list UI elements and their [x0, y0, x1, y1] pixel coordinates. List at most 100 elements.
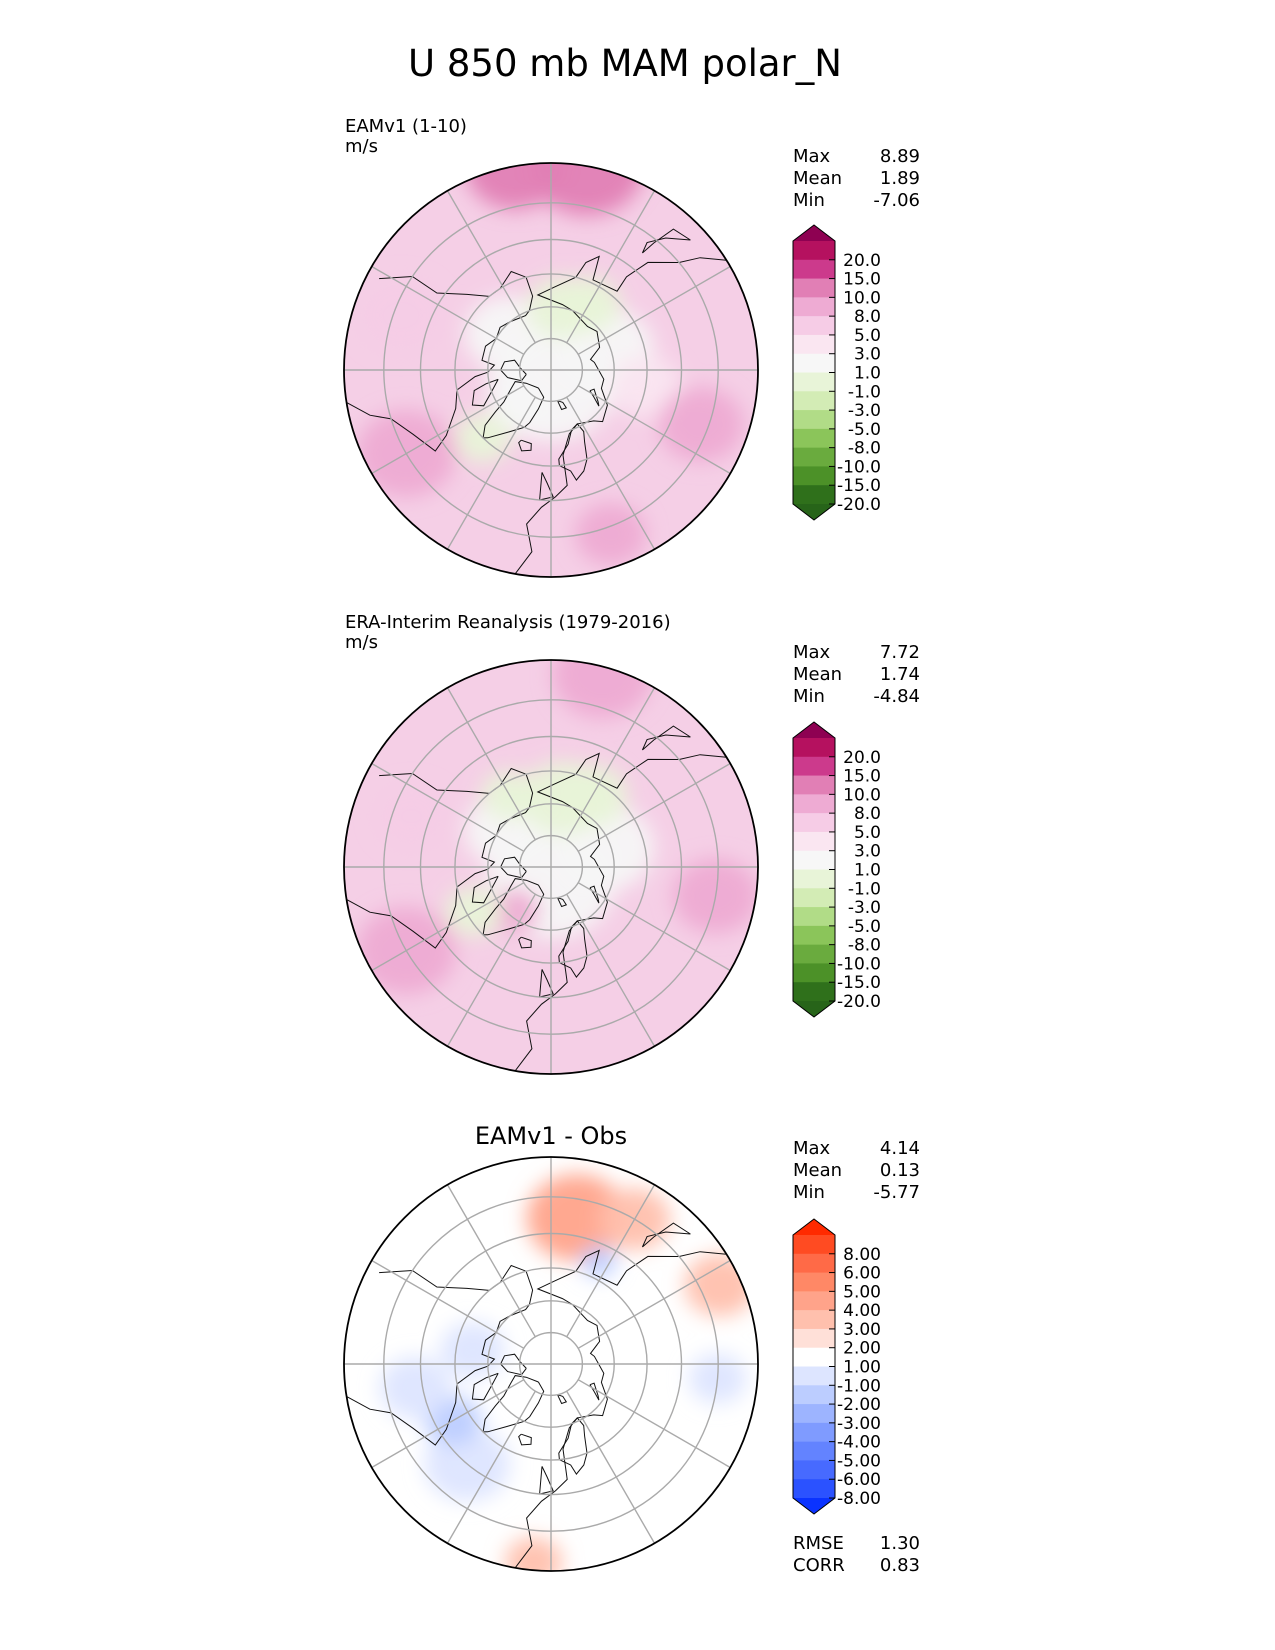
colorbar-tick-label: -1.00: [837, 1376, 881, 1396]
colorbar-tick-label: 8.0: [854, 307, 881, 327]
colorbar-tick-label: 3.0: [854, 345, 881, 365]
colorbar-tick-label: -6.00: [837, 1470, 881, 1490]
metric-corr-label: CORR: [793, 1555, 845, 1576]
uk-coast: [539, 1466, 554, 1495]
iceland-coast: [518, 1433, 532, 1446]
colorbar-tick-label: 1.00: [843, 1358, 881, 1378]
colorbar-segment: [793, 982, 835, 1002]
figure-title: U 850 mb MAM polar_N: [408, 42, 842, 85]
meridian-gridline: [446, 687, 536, 841]
colorbar-segment: [793, 316, 835, 336]
colorbar-tick-label: -8.0: [848, 439, 881, 459]
colorbar-tick-label: -15.0: [837, 973, 881, 993]
colorbar-tick-label: -8.0: [848, 936, 881, 956]
meridian-gridline: [371, 385, 525, 475]
panel-reference-colorbar: 20.015.010.08.05.03.01.0-1.0-3.0-5.0-8.0…: [792, 721, 881, 1018]
eurasia-coast: [514, 1249, 727, 1569]
colorbar-tick-label: -15.0: [837, 476, 881, 496]
uk-coast: [539, 969, 554, 998]
colorbar-bottom-extension: [793, 1498, 835, 1514]
colorbar-segment: [793, 1366, 835, 1386]
stat-mean-label: Mean: [793, 1160, 842, 1181]
colorbar-tick-label: 8.0: [854, 804, 881, 824]
colorbar-segment: [793, 1235, 835, 1255]
meridian-gridline: [446, 893, 536, 1047]
field-patch: [658, 387, 744, 462]
colorbar-segment: [793, 241, 835, 261]
colorbar-segment: [793, 428, 835, 449]
meridian-gridline: [577, 882, 731, 972]
colorbar-tick-label: 15.0: [843, 270, 881, 290]
colorbar-segment: [793, 447, 835, 467]
metric-rmse-value: 1.30: [880, 1533, 920, 1554]
map-border: [343, 1156, 759, 1572]
colorbar-tick-label: 3.0: [854, 842, 881, 862]
novaya-zemlya-coast: [589, 885, 600, 904]
colorbar-segment: [793, 353, 835, 373]
arctic-archipelago-coast: [500, 856, 527, 879]
meridian-gridline: [566, 1390, 656, 1544]
colorbar-tick-label: -5.0: [848, 917, 881, 937]
meridian-gridline: [566, 1184, 656, 1338]
colorbar-tick-label: 3.00: [843, 1320, 881, 1340]
colorbar-tick-label: 20.0: [843, 251, 881, 271]
stat-max-value: 4.14: [880, 1138, 920, 1159]
colorbar-bottom-extension: [793, 1001, 835, 1017]
colorbar-segment: [793, 372, 835, 392]
colorbar-segment: [793, 963, 835, 983]
svalbard-coast: [557, 897, 568, 908]
north-america-coast: [346, 310, 530, 452]
stat-mean-label: Mean: [793, 664, 842, 685]
colorbar-tick-label: -1.0: [848, 382, 881, 402]
stat-min-label: Min: [793, 1182, 825, 1203]
field-patch: [526, 1174, 627, 1262]
field-patch: [440, 1322, 505, 1379]
meridian-gridline: [446, 190, 536, 344]
meridian-gridline: [566, 893, 656, 1047]
colorbar-tick-label: 5.0: [854, 823, 881, 843]
colorbar-segment: [793, 1404, 835, 1424]
panel-diff-map: [343, 1156, 759, 1572]
iceland-coast: [518, 936, 532, 949]
colorbar-tick-label: -8.00: [837, 1489, 881, 1509]
colorbar-tick-label: 10.0: [843, 288, 881, 308]
stat-min-value: -7.06: [873, 190, 920, 211]
panel-diff-colorbar: 8.006.005.004.003.002.001.00-1.00-2.00-3…: [792, 1218, 881, 1515]
metric-rmse-label: RMSE: [793, 1533, 844, 1554]
scandinavia-coast: [558, 1417, 588, 1475]
meridian-gridline: [446, 396, 536, 550]
meridian-gridline: [566, 687, 656, 841]
meridian-gridline: [577, 1259, 731, 1349]
panel-reference-label: ERA-Interim Reanalysis (1979-2016): [345, 612, 671, 633]
field-patch: [358, 278, 444, 353]
field-patch: [552, 660, 653, 719]
eurasia-coast: [514, 752, 727, 1072]
colorbar-segment: [793, 410, 835, 430]
colorbar-tick-label: -5.0: [848, 420, 881, 440]
colorbar-segment: [793, 831, 835, 852]
colorbar-segment: [793, 1422, 835, 1443]
meridian-gridline: [446, 1184, 536, 1338]
colorbar-segment: [793, 1347, 835, 1367]
colorbar-segment: [793, 907, 835, 927]
meridian-gridline: [566, 190, 656, 344]
field-patch: [575, 503, 647, 566]
colorbar-tick-label: -3.00: [837, 1414, 881, 1434]
meridian-gridline: [371, 265, 525, 355]
colorbar-tick-label: -2.00: [837, 1395, 881, 1415]
stat-max-label: Max: [793, 642, 831, 663]
scandinavia-coast: [558, 920, 588, 978]
stat-min-value: -5.77: [873, 1182, 920, 1203]
meridian-gridline: [446, 1390, 536, 1544]
colorbar-segment: [793, 1479, 835, 1499]
colorbar-top-extension: [793, 1219, 835, 1235]
panel-reference: ERA-Interim Reanalysis (1979-2016) m/s M…: [343, 612, 920, 1075]
stat-max-value: 8.89: [880, 146, 920, 167]
meridian-gridline: [577, 762, 731, 852]
colorbar-tick-label: -1.0: [848, 879, 881, 899]
panel-test-stats: Max 8.89 Mean 1.89 Min -7.06: [793, 146, 920, 211]
meridian-gridline: [371, 1379, 525, 1469]
colorbar-segment: [793, 869, 835, 889]
field-patch: [580, 1246, 617, 1278]
